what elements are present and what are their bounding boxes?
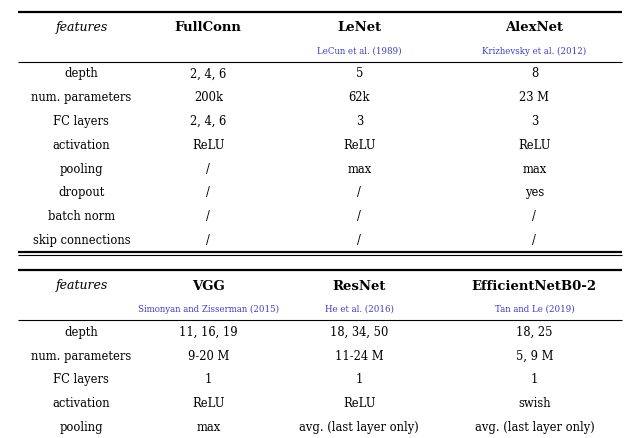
Text: He et al. (2016): He et al. (2016) xyxy=(324,305,394,314)
Text: 9-20 M: 9-20 M xyxy=(188,350,229,363)
Text: avg. (last layer only): avg. (last layer only) xyxy=(300,421,419,434)
Text: 200k: 200k xyxy=(194,91,223,104)
Text: 62k: 62k xyxy=(349,91,370,104)
Text: features: features xyxy=(55,21,108,34)
Text: 1: 1 xyxy=(531,374,538,386)
Text: 8: 8 xyxy=(531,67,538,81)
Text: FC layers: FC layers xyxy=(54,115,109,128)
Text: Krizhevsky et al. (2012): Krizhevsky et al. (2012) xyxy=(483,46,586,56)
Text: pooling: pooling xyxy=(60,421,103,434)
Text: 18, 34, 50: 18, 34, 50 xyxy=(330,326,388,339)
Text: /: / xyxy=(532,210,536,223)
Text: /: / xyxy=(206,162,210,176)
Text: 11, 16, 19: 11, 16, 19 xyxy=(179,326,237,339)
Text: /: / xyxy=(357,210,361,223)
Text: features: features xyxy=(55,279,108,293)
Text: pooling: pooling xyxy=(60,162,103,176)
Text: /: / xyxy=(206,210,210,223)
Text: max: max xyxy=(347,162,371,176)
Text: FullConn: FullConn xyxy=(175,21,242,34)
Text: avg. (last layer only): avg. (last layer only) xyxy=(474,421,595,434)
Text: /: / xyxy=(206,234,210,247)
Text: depth: depth xyxy=(65,326,99,339)
Text: dropout: dropout xyxy=(58,187,104,199)
Text: num. parameters: num. parameters xyxy=(31,350,132,363)
Text: /: / xyxy=(206,187,210,199)
Text: activation: activation xyxy=(52,397,110,410)
Text: VGG: VGG xyxy=(192,279,225,293)
Text: 5, 9 M: 5, 9 M xyxy=(516,350,553,363)
Text: LeNet: LeNet xyxy=(337,21,381,34)
Text: 2, 4, 6: 2, 4, 6 xyxy=(190,115,227,128)
Text: skip connections: skip connections xyxy=(33,234,130,247)
Text: 11-24 M: 11-24 M xyxy=(335,350,383,363)
Text: AlexNet: AlexNet xyxy=(506,21,563,34)
Text: FC layers: FC layers xyxy=(54,374,109,386)
Text: /: / xyxy=(357,187,361,199)
Text: 2, 4, 6: 2, 4, 6 xyxy=(190,67,227,81)
Text: 3: 3 xyxy=(356,115,363,128)
Text: depth: depth xyxy=(65,67,99,81)
Text: ReLU: ReLU xyxy=(192,397,225,410)
Text: num. parameters: num. parameters xyxy=(31,91,132,104)
Text: 23 M: 23 M xyxy=(520,91,549,104)
Text: ReLU: ReLU xyxy=(192,139,225,152)
Text: Simonyan and Zisserman (2015): Simonyan and Zisserman (2015) xyxy=(138,305,279,314)
Text: ReLU: ReLU xyxy=(518,139,550,152)
Text: /: / xyxy=(532,234,536,247)
Text: yes: yes xyxy=(525,187,544,199)
Text: 1: 1 xyxy=(356,374,363,386)
Text: 3: 3 xyxy=(531,115,538,128)
Text: /: / xyxy=(357,234,361,247)
Text: max: max xyxy=(196,421,220,434)
Text: 18, 25: 18, 25 xyxy=(516,326,553,339)
Text: batch norm: batch norm xyxy=(48,210,115,223)
Text: activation: activation xyxy=(52,139,110,152)
Text: 5: 5 xyxy=(356,67,363,81)
Text: EfficientNetB0-2: EfficientNetB0-2 xyxy=(472,279,597,293)
Text: ReLU: ReLU xyxy=(343,397,376,410)
Text: ReLU: ReLU xyxy=(343,139,376,152)
Text: max: max xyxy=(522,162,547,176)
Text: 1: 1 xyxy=(205,374,212,386)
Text: swish: swish xyxy=(518,397,551,410)
Text: ResNet: ResNet xyxy=(333,279,386,293)
Text: Tan and Le (2019): Tan and Le (2019) xyxy=(495,305,574,314)
Text: LeCun et al. (1989): LeCun et al. (1989) xyxy=(317,46,401,56)
